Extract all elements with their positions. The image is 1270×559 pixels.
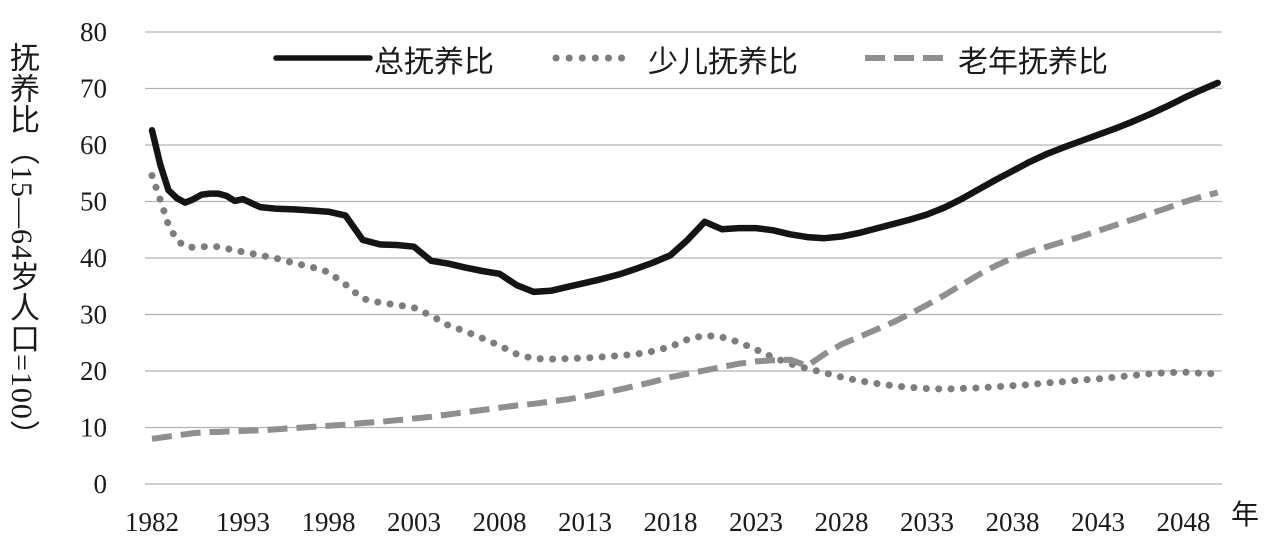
x-tick-label: 2008: [473, 507, 527, 537]
x-tick-label: 1993: [216, 507, 270, 537]
legend-label: 少儿抚养比: [648, 46, 798, 79]
y-tick-label: 50: [80, 187, 107, 217]
y-tick-label: 60: [80, 130, 107, 160]
x-tick-label: 2023: [729, 507, 783, 537]
x-tick-label: 2038: [986, 507, 1040, 537]
y-tick-label: 30: [80, 300, 107, 330]
series-line-dotted: [148, 172, 1222, 393]
x-tick-label: 2018: [644, 507, 698, 537]
y-tick-label: 80: [80, 17, 107, 47]
y-tick-label: 10: [80, 413, 107, 443]
x-tick-label: 1982: [125, 507, 179, 537]
x-tick-label: 2003: [387, 507, 441, 537]
x-tick-label: 2048: [1157, 507, 1211, 537]
x-axis-unit-label: 年: [1231, 499, 1259, 531]
y-tick-label: 40: [80, 243, 107, 273]
y-tick-label: 20: [80, 356, 107, 386]
x-tick-label: 2013: [558, 507, 612, 537]
legend-label: 总抚养比: [374, 46, 494, 79]
series-line-dashed: [151, 189, 1219, 442]
x-tick-label: 1998: [302, 507, 356, 537]
y-tick-label: 0: [94, 469, 108, 499]
x-tick-label: 2028: [815, 507, 869, 537]
x-tick-label: 2033: [900, 507, 954, 537]
y-axis-title: 抚养比（15—64岁人口=100）: [5, 42, 38, 451]
x-tick-label: 2043: [1071, 507, 1125, 537]
legend-label: 老年抚养比: [958, 46, 1108, 79]
series-line-solid: [148, 79, 1221, 296]
y-tick-label: 70: [80, 74, 107, 104]
